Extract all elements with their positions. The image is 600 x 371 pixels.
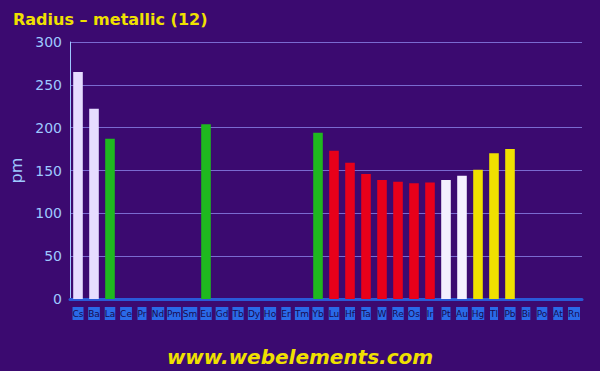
svg-text:Eu: Eu: [200, 309, 211, 319]
svg-text:Er: Er: [281, 309, 291, 319]
svg-text:Os: Os: [408, 309, 420, 319]
svg-text:150: 150: [35, 163, 62, 179]
svg-text:Ce: Ce: [120, 309, 132, 319]
svg-text:50: 50: [44, 248, 62, 264]
svg-text:250: 250: [35, 77, 62, 93]
svg-text:Ho: Ho: [264, 309, 277, 319]
svg-text:Pm: Pm: [167, 309, 181, 319]
svg-text:pm: pm: [7, 158, 26, 184]
svg-text:Ir: Ir: [427, 309, 434, 319]
svg-text:Pr: Pr: [138, 309, 147, 319]
svg-text:Bi: Bi: [522, 309, 531, 319]
svg-text:Hg: Hg: [472, 309, 484, 319]
svg-text:www.webelements.com: www.webelements.com: [167, 345, 433, 369]
svg-text:Hf: Hf: [345, 309, 356, 319]
svg-text:Nd: Nd: [152, 309, 164, 319]
svg-text:100: 100: [35, 205, 62, 221]
svg-text:200: 200: [35, 120, 62, 136]
svg-text:Tl: Tl: [489, 309, 498, 319]
svg-text:Yb: Yb: [311, 309, 323, 319]
svg-text:Ta: Ta: [360, 309, 371, 319]
svg-text:Dy: Dy: [248, 309, 261, 319]
svg-text:Cs: Cs: [73, 309, 84, 319]
svg-text:300: 300: [35, 34, 62, 50]
svg-text:Ba: Ba: [88, 309, 100, 319]
svg-text:Gd: Gd: [216, 309, 229, 319]
svg-text:Re: Re: [392, 309, 404, 319]
svg-text:0: 0: [53, 291, 62, 307]
svg-text:At: At: [553, 309, 563, 319]
svg-text:Tb: Tb: [231, 309, 243, 319]
svg-text:Sm: Sm: [183, 309, 197, 319]
svg-text:W: W: [378, 309, 387, 319]
svg-text:Lu: Lu: [329, 309, 340, 319]
svg-text:La: La: [105, 309, 116, 319]
svg-text:Pb: Pb: [504, 309, 515, 319]
svg-text:Rn: Rn: [568, 309, 580, 319]
svg-text:Pt: Pt: [442, 309, 451, 319]
svg-text:Tm: Tm: [294, 309, 309, 319]
svg-text:Au: Au: [456, 309, 468, 319]
svg-text:Radius – metallic (12): Radius – metallic (12): [13, 10, 207, 29]
svg-text:Po: Po: [537, 309, 548, 319]
